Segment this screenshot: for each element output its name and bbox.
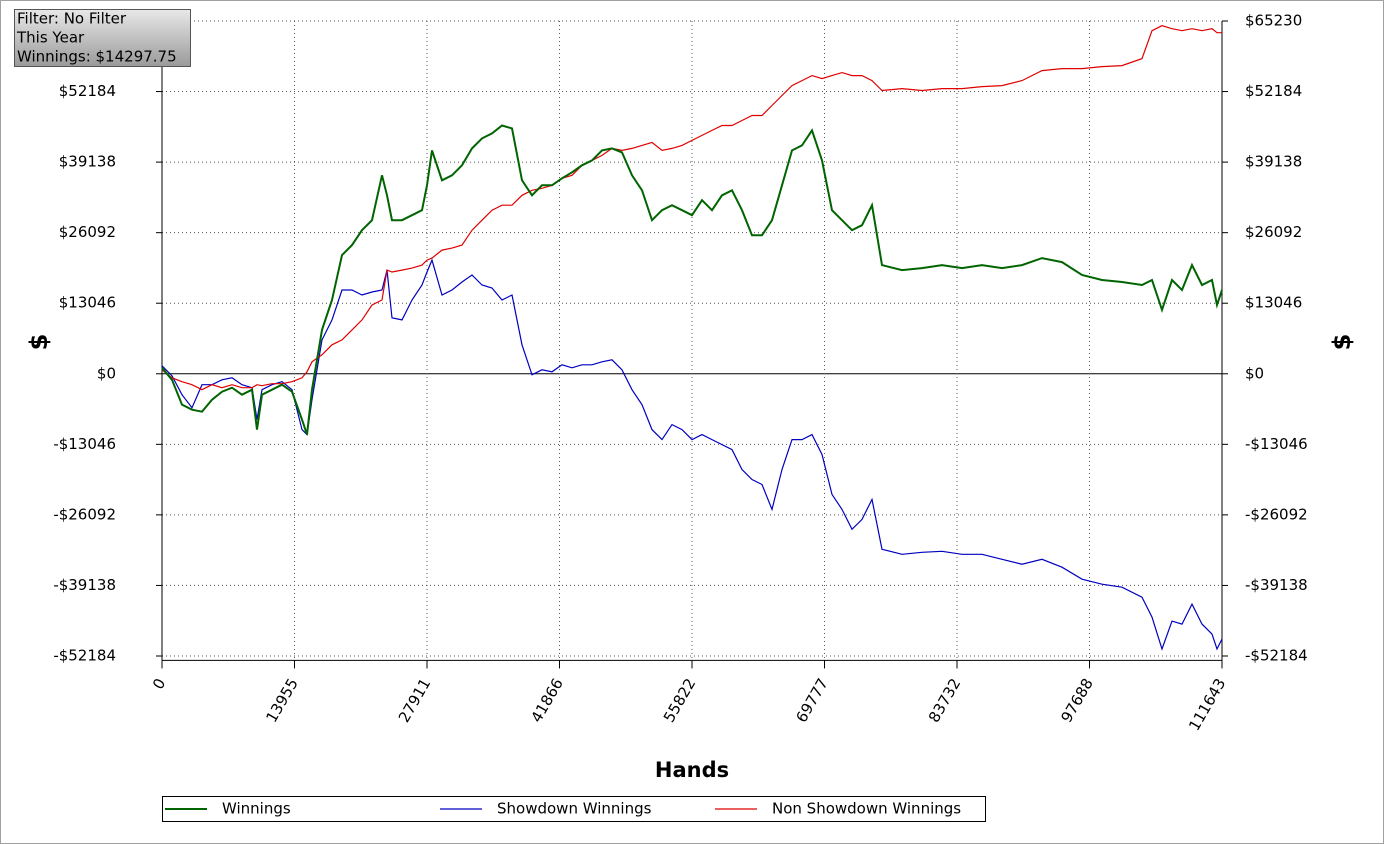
y-tick-label-right: $39138	[1245, 153, 1302, 171]
info-text: Filter: No Filter	[17, 10, 127, 28]
y-tick-label: $26092	[59, 223, 116, 241]
y-tick-label-right: $0	[1245, 364, 1264, 382]
legend-label: Winnings	[222, 800, 291, 818]
y-tick-label-right: -$52184	[1245, 646, 1308, 664]
y-tick-label: $52184	[59, 82, 116, 100]
y-tick-label: -$26092	[53, 505, 116, 523]
legend-label: Showdown Winnings	[497, 800, 652, 818]
info-text: Winnings: $14297.75	[17, 48, 177, 66]
legend-label: Non Showdown Winnings	[772, 800, 961, 818]
info-box	[14, 9, 191, 67]
legend	[162, 796, 986, 822]
y-tick-label-right: $52184	[1245, 82, 1302, 100]
y-tick-label: -$39138	[53, 576, 116, 594]
y-tick-label: $39138	[59, 153, 116, 171]
series-line	[161, 124, 1223, 435]
y-tick-label-right: -$39138	[1245, 576, 1308, 594]
y-axis-label-right: $	[1328, 334, 1356, 351]
y-tick-label: -$52184	[53, 646, 116, 664]
info-text: This Year	[16, 29, 85, 47]
y-tick-label-right: $65230	[1245, 12, 1302, 30]
y-tick-label-right: $26092	[1245, 223, 1302, 241]
y-tick-label: $0	[97, 364, 116, 382]
y-tick-label: -$13046	[53, 435, 116, 453]
x-axis-label: Hands	[655, 758, 729, 782]
y-tick-label-right: $13046	[1245, 294, 1302, 312]
y-axis-label: $	[25, 334, 53, 351]
y-tick-label: $13046	[59, 294, 116, 312]
y-tick-label-right: -$13046	[1245, 435, 1308, 453]
y-tick-label-right: -$26092	[1245, 505, 1308, 523]
legend-entries: Winnings Showdown Winnings Non Showdown Wi…	[165, 800, 961, 818]
